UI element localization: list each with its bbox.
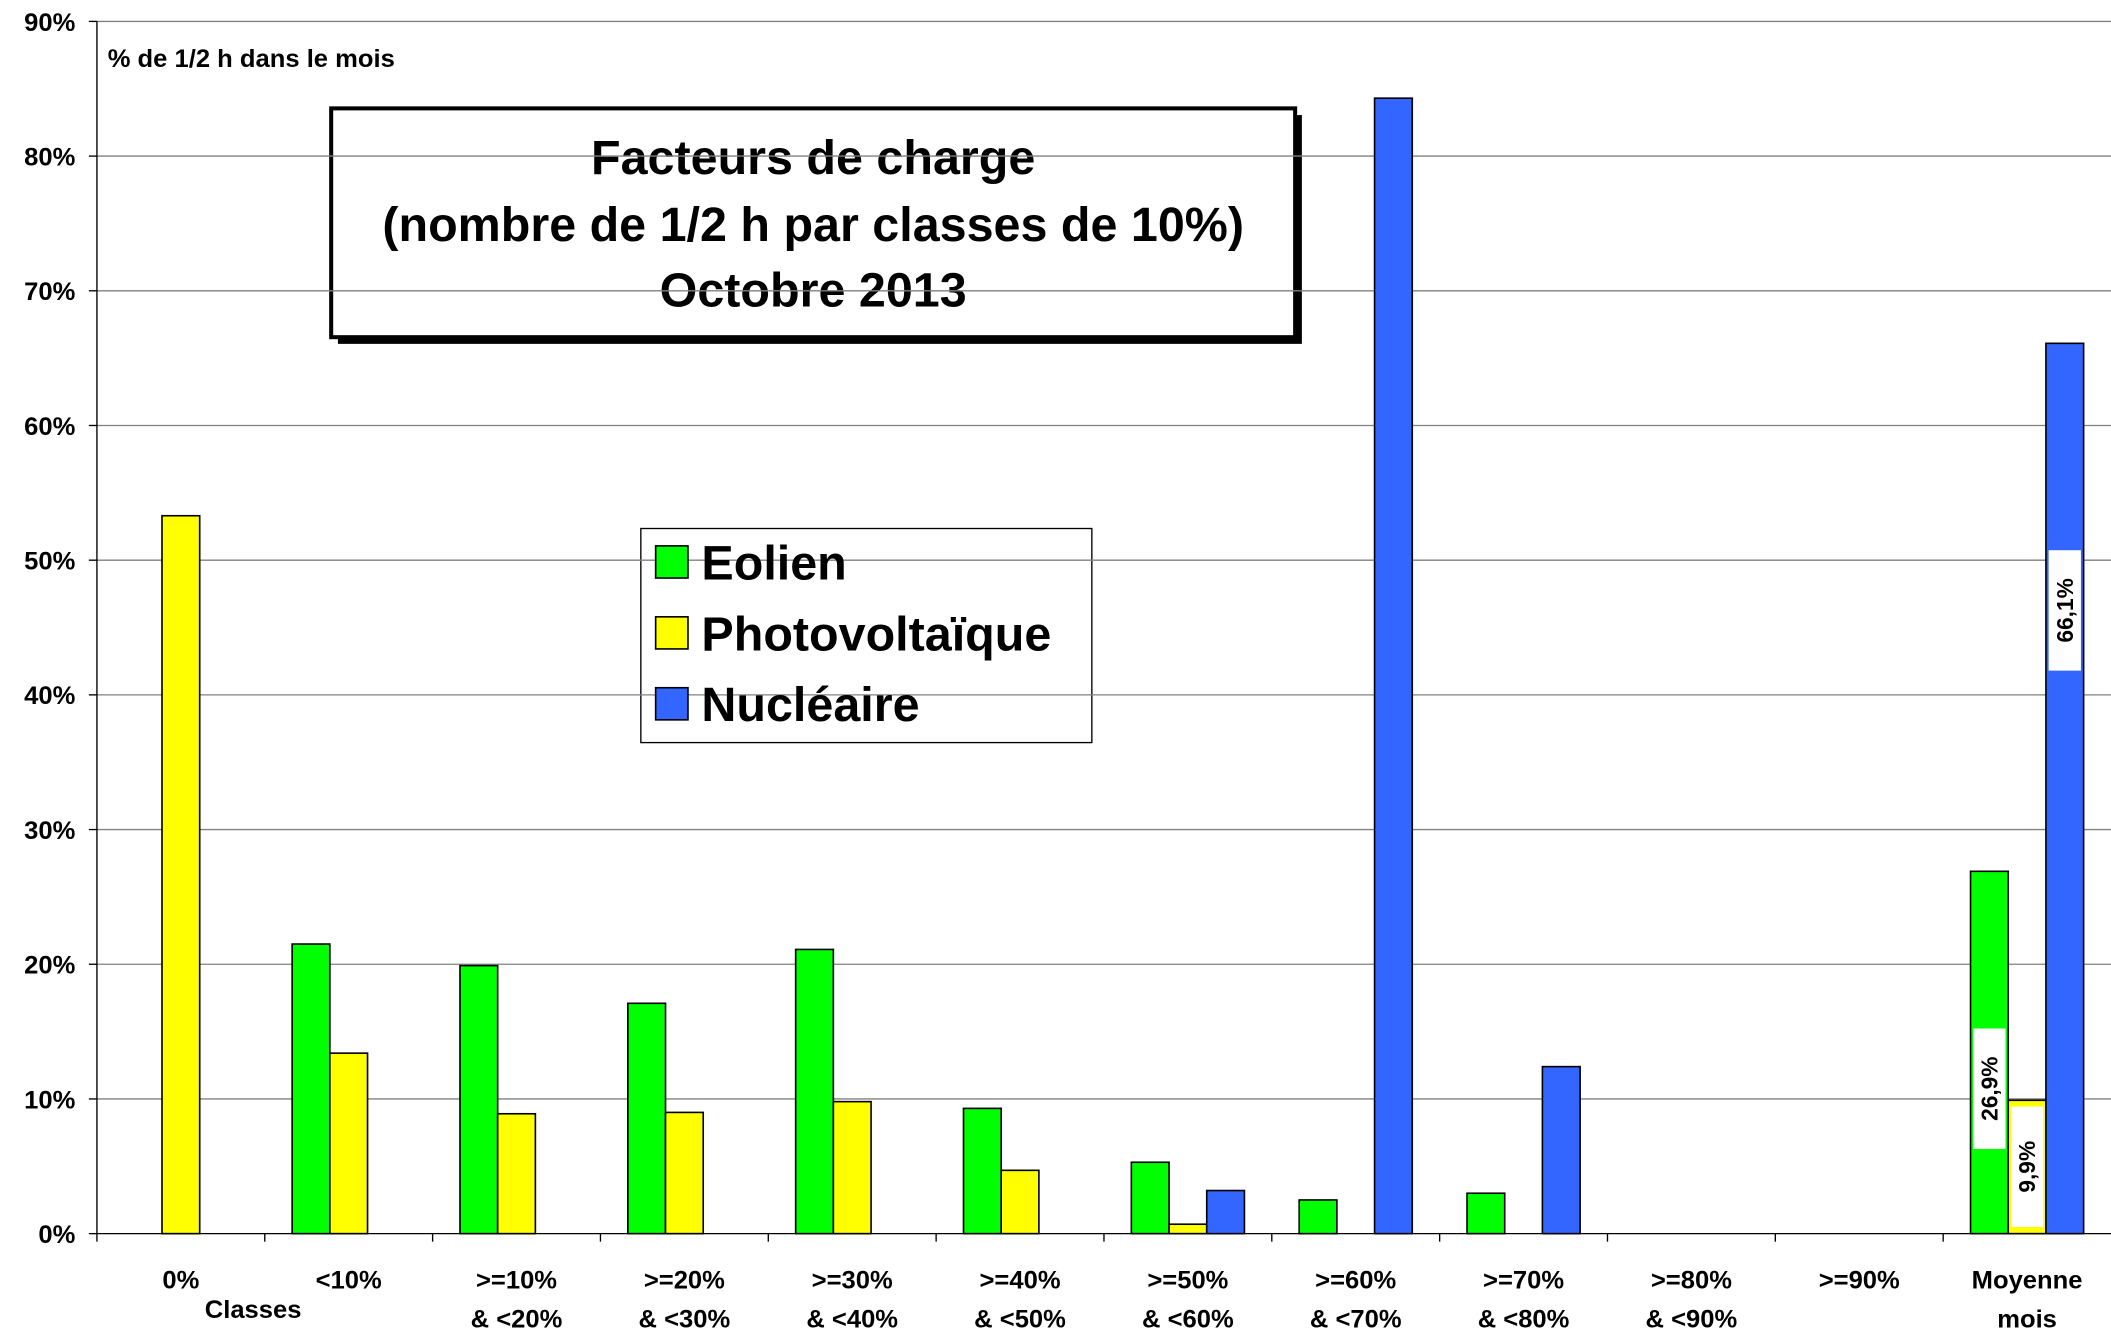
bar <box>459 964 499 1235</box>
x-tick-label: >=50% & <60% <box>1142 1267 1234 1334</box>
bar <box>1298 1199 1338 1235</box>
legend-swatch <box>654 616 689 650</box>
y-tick-label: 70% <box>24 278 75 306</box>
bar <box>1205 1189 1246 1235</box>
x-tick-label: <10% <box>316 1267 382 1295</box>
x-tick-label: 0% <box>162 1267 199 1295</box>
legend-swatch <box>654 686 689 721</box>
bar <box>2045 342 2085 1235</box>
bar <box>962 1107 1003 1235</box>
legend-label: Nucléaire <box>701 678 919 732</box>
value-label-bg <box>2010 1106 2044 1227</box>
bar <box>1373 97 1414 1235</box>
x-axis-label: Classes <box>205 1296 302 1324</box>
x-tick-label: Moyenne mois <box>1972 1267 2083 1334</box>
y-tick-label: 90% <box>24 9 75 37</box>
x-tick-label: >=20% & <30% <box>639 1267 731 1334</box>
bar <box>496 1112 537 1235</box>
chart-title: Facteurs de charge <box>591 131 1035 185</box>
x-tick-label: >=90% <box>1819 1267 1900 1295</box>
x-tick-label: >=80% & <90% <box>1646 1267 1738 1334</box>
x-tick-label: >=70% & <80% <box>1478 1267 1570 1334</box>
bar <box>329 1052 369 1235</box>
y-tick-label: 80% <box>24 144 75 172</box>
y-tick-label: 10% <box>24 1086 75 1114</box>
legend-label: Photovoltaïque <box>701 607 1051 661</box>
value-label: 9,9% <box>2014 1141 2040 1193</box>
y-tick-label: 40% <box>24 682 75 710</box>
bar <box>291 943 331 1235</box>
y-tick-label: 60% <box>24 413 75 441</box>
value-label-bg <box>1973 1028 2006 1149</box>
y-tick-label: 30% <box>24 817 75 845</box>
value-label: 66,1% <box>2052 578 2078 642</box>
legend-box <box>640 527 1093 744</box>
title-box <box>329 106 1298 340</box>
y-tick-label: 50% <box>24 548 75 576</box>
y-tick-label: 0% <box>38 1221 75 1249</box>
bar <box>832 1100 872 1235</box>
y-axis-label: % de 1/2 h dans le mois <box>108 45 395 73</box>
bar <box>1541 1065 1581 1235</box>
bar <box>1168 1223 1208 1235</box>
value-label: 26,9% <box>1976 1056 2002 1120</box>
x-tick-label: >=10% & <20% <box>471 1267 563 1334</box>
bar <box>161 514 201 1235</box>
legend-swatch <box>654 545 689 579</box>
bar <box>794 948 835 1235</box>
bar <box>627 1002 667 1235</box>
legend-label: Eolien <box>701 536 846 590</box>
x-tick-label: >=40% & <50% <box>974 1267 1066 1334</box>
x-tick-label: >=30% & <40% <box>806 1267 898 1334</box>
chart-subtitle: (nombre de 1/2 h par classes de 10%) <box>382 198 1244 252</box>
x-tick-label: >=60% & <70% <box>1310 1267 1402 1334</box>
bar <box>664 1111 705 1235</box>
y-tick-label: 20% <box>24 952 75 980</box>
bar <box>1130 1161 1170 1235</box>
value-label-bg <box>2048 550 2081 671</box>
bar <box>1000 1169 1040 1235</box>
bar <box>1466 1192 1506 1235</box>
